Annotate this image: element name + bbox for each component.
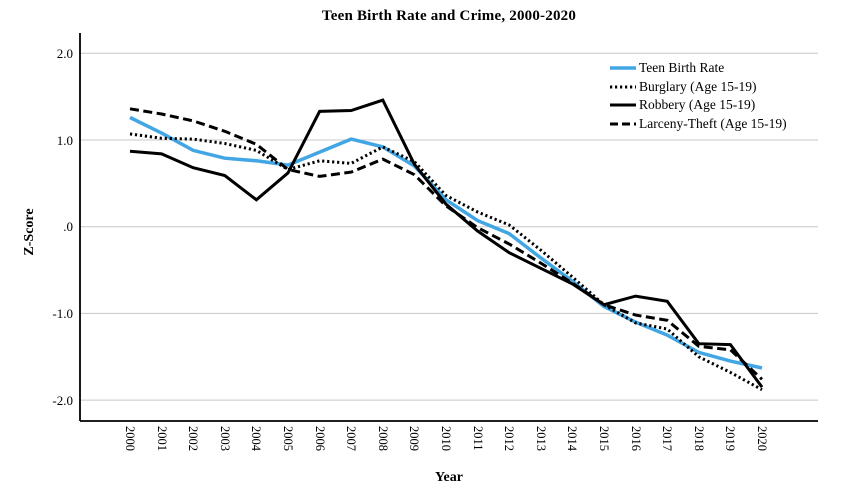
legend-row: Burglary (Age 15-19): [610, 78, 787, 97]
x-tick-label: 2001: [154, 426, 169, 451]
series-line-burglary-age-15-19-: [129, 132, 763, 392]
x-tick-label: 2004: [249, 426, 264, 451]
legend-label: Robbery (Age 15-19): [639, 97, 756, 113]
legend-line-swatch: [610, 85, 636, 89]
legend-line-swatch: [610, 122, 636, 126]
x-tick-label: 2019: [723, 426, 738, 451]
y-tick-label: 1.0: [56, 132, 73, 148]
x-tick-label: 2016: [628, 426, 643, 451]
legend-row: Robbery (Age 15-19): [610, 96, 787, 115]
x-tick-label: 2011: [470, 426, 485, 451]
series-line-larceny-theft-age-15-19-: [129, 107, 764, 381]
x-tick-label: 2012: [502, 426, 517, 451]
legend-label: Teen Birth Rate: [639, 60, 725, 76]
y-tick-label: -1.0: [52, 305, 73, 321]
x-tick-label: 2005: [281, 426, 295, 451]
x-tick-label: 2006: [312, 426, 327, 451]
y-tick-label: -2.0: [52, 392, 73, 408]
x-tick-label: 2013: [533, 426, 548, 451]
x-tick-label: 2000: [123, 426, 137, 451]
y-tick-label: 2.0: [56, 45, 73, 61]
x-tick-label: 2015: [597, 426, 611, 451]
x-tick-label: 2009: [407, 426, 422, 451]
y-tick-label: .0: [63, 219, 73, 235]
x-tick-label: 2002: [186, 426, 201, 451]
legend-label: Burglary (Age 15-19): [639, 78, 757, 94]
legend-row: Teen Birth Rate: [610, 59, 787, 78]
x-tick-label: 2020: [755, 426, 769, 451]
x-tick-label: 2007: [344, 426, 359, 451]
legend-row: Larceny-Theft (Age 15-19): [610, 115, 787, 134]
legend: Teen Birth Rate Burglary (Age 15-19) Robbe…: [610, 59, 787, 133]
legend-label: Larceny-Theft (Age 15-19): [639, 116, 787, 132]
x-tick-label: 2008: [375, 426, 390, 451]
x-tick-label: 2014: [565, 426, 580, 451]
chart-title: Teen Birth Rate and Crime, 2000-2020: [321, 8, 577, 24]
series-line-teen-birth-rate: [129, 115, 763, 370]
x-tick-label: 2003: [217, 426, 232, 451]
x-tick-label: 2017: [660, 426, 675, 451]
series-line-robbery-age-15-19-: [129, 98, 764, 388]
legend-line-swatch: [610, 103, 636, 107]
x-tick-label: 2010: [439, 426, 453, 451]
x-axis-title: Year: [435, 470, 463, 485]
x-tick-label: 2018: [691, 426, 706, 451]
legend-line-swatch: [610, 66, 636, 71]
